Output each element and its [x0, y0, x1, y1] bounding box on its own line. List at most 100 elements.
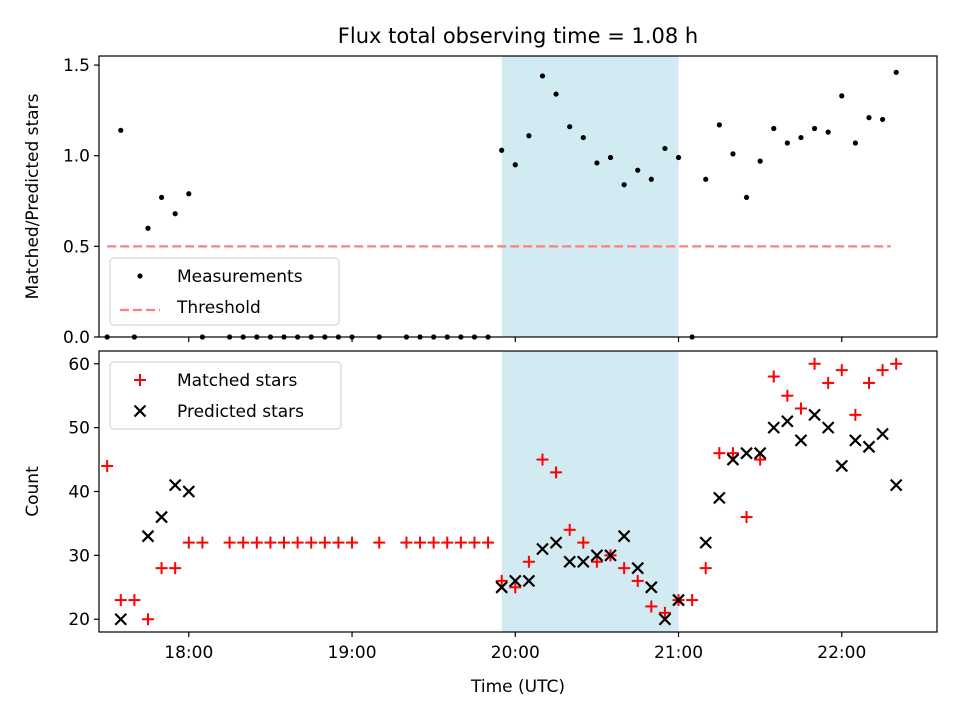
matched-star-point	[318, 536, 331, 549]
matched-star-point	[101, 459, 114, 472]
predicted-star-point	[182, 485, 196, 498]
matched-star-point	[822, 376, 835, 389]
predicted-star-point	[114, 612, 128, 626]
x-tick-label: 18:00	[164, 643, 213, 663]
matched-star-point	[577, 536, 590, 549]
legend-matched-marker	[134, 374, 146, 386]
matched-star-point	[414, 536, 427, 549]
measurement-point	[539, 73, 546, 79]
predicted-star-point	[781, 414, 794, 428]
matched-star-point	[890, 357, 903, 370]
plot-frame	[98, 55, 938, 338]
matched-star-point	[196, 536, 209, 549]
matched-star-point	[658, 606, 671, 619]
matched-star-point	[400, 536, 413, 549]
x-tick-label: 21:00	[654, 643, 703, 663]
matched-star-point	[835, 364, 848, 377]
predicted-star-point	[808, 408, 821, 422]
predicted-star-point	[495, 581, 508, 594]
predicted-star-point	[862, 440, 876, 454]
matched-star-point	[794, 402, 807, 415]
matched-star-point	[509, 581, 522, 594]
matched-star-point	[740, 511, 753, 524]
legend-label: Measurements	[177, 267, 303, 287]
predicted-star-point	[141, 529, 155, 543]
matched-star-point	[427, 536, 440, 549]
matched-star-point	[536, 453, 549, 466]
matched-star-point	[781, 389, 794, 402]
y-tick-label: 20	[68, 610, 90, 630]
measurement-point	[553, 91, 559, 97]
measurement-point	[716, 122, 722, 128]
measurement-point	[771, 125, 777, 132]
x-axis-label: Time (UTC)	[470, 677, 565, 697]
measurement-point	[879, 116, 886, 123]
predicted-star-point	[617, 529, 631, 543]
matched-star-point	[441, 536, 454, 549]
measurement-point	[567, 124, 573, 130]
legend: Matched stars Predicted stars	[109, 361, 342, 430]
predicted-star-point	[794, 434, 808, 447]
matched-star-point	[631, 574, 644, 587]
y-axis-label: Matched/Predicted stars	[23, 93, 43, 299]
highlight-span	[501, 56, 679, 337]
measurement-point	[811, 125, 818, 132]
predicted-star-point	[713, 491, 726, 505]
matched-star-point	[264, 536, 277, 549]
predicted-star-point	[563, 555, 576, 569]
measurement-point	[703, 176, 709, 182]
matched-star-point	[468, 536, 481, 549]
matched-star-point	[645, 600, 658, 613]
measurement-point	[866, 115, 872, 121]
matched-star-point	[128, 594, 141, 607]
x-tick-label: 19:00	[328, 643, 377, 663]
predicted-star-point	[740, 446, 753, 460]
measurement-point	[145, 225, 151, 231]
matched-star-point	[699, 562, 712, 575]
series-predicted-stars	[114, 408, 903, 626]
predicted-star-point	[876, 427, 889, 441]
matched-star-point	[482, 536, 495, 549]
measurement-point	[784, 140, 790, 146]
legend-box	[109, 361, 342, 430]
predicted-star-point	[645, 581, 658, 594]
matched-star-point	[141, 613, 154, 626]
matched-star-point	[862, 376, 875, 389]
predicted-star-point	[604, 549, 617, 562]
matched-star-point	[305, 536, 318, 549]
matched-star-point	[849, 408, 862, 421]
matched-star-point	[726, 447, 739, 460]
matched-star-point	[563, 523, 576, 536]
measurement-point	[743, 194, 750, 201]
y-tick-label: 60	[68, 355, 90, 375]
predicted-star-point	[590, 549, 604, 562]
matched-star-point	[876, 364, 889, 377]
legend-predicted-marker	[133, 404, 147, 418]
x-tick-label: 20:00	[491, 643, 540, 663]
measurement-point	[607, 154, 614, 161]
matched-star-point	[618, 562, 631, 575]
measurement-point	[798, 134, 804, 141]
measurement-point	[648, 176, 654, 182]
matched-star-point	[169, 562, 182, 575]
predicted-star-point	[509, 574, 522, 588]
matched-star-point	[223, 536, 236, 549]
matched-star-point	[250, 536, 263, 549]
legend-label: Predicted stars	[177, 402, 304, 422]
matched-star-point	[686, 594, 699, 607]
measurement-point	[172, 211, 178, 217]
matched-star-point	[767, 370, 780, 383]
predicted-star-point	[767, 421, 781, 434]
legend-box	[109, 257, 340, 326]
x-tick-label: 22:00	[817, 643, 866, 663]
measurement-point	[757, 158, 763, 164]
matched-star-point	[754, 453, 767, 466]
legend-label: Matched stars	[177, 371, 297, 391]
y-axis-label: Count	[23, 466, 43, 517]
measurement-point	[662, 145, 668, 152]
matched-star-point	[454, 536, 467, 549]
legend-label: Threshold	[176, 298, 261, 318]
predicted-star-point	[522, 574, 536, 588]
y-tick-label: 40	[68, 483, 90, 503]
